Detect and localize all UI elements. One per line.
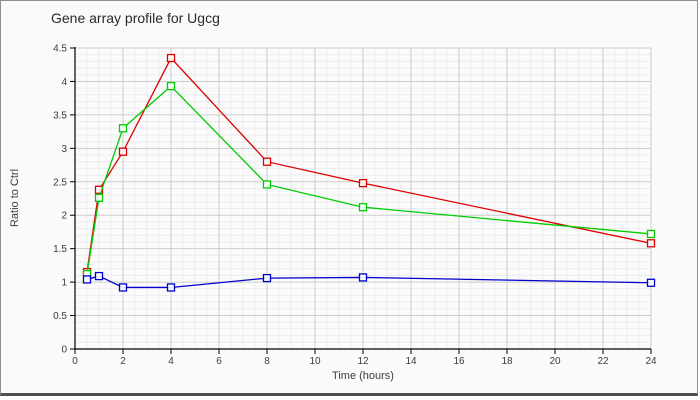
x-tick-label: 12 xyxy=(357,356,369,367)
x-tick-label: 10 xyxy=(309,356,321,367)
blue-series-marker xyxy=(82,275,92,284)
green-series-marker xyxy=(646,229,656,239)
blue-series-marker xyxy=(166,283,176,292)
x-tick-label: 22 xyxy=(597,356,609,367)
x-tick-label: 8 xyxy=(264,356,270,367)
green-series-marker xyxy=(166,81,176,91)
y-tick-label: 1 xyxy=(61,278,67,289)
y-tick-label: 0.5 xyxy=(53,311,67,322)
red-series-marker xyxy=(262,157,272,166)
x-tick-label: 0 xyxy=(72,356,78,367)
plot-layers: 0 2 4 6 8 10 12 14 16 18 20 22 2400.511.522.533.544.… xyxy=(53,44,657,368)
blue-series-marker xyxy=(262,273,272,283)
red-series-marker xyxy=(94,185,104,194)
y-tick-label: 1.5 xyxy=(53,244,67,255)
x-tick-label: 16 xyxy=(453,356,465,367)
red-series-marker xyxy=(646,239,656,248)
y-tick-label: 3 xyxy=(61,144,67,155)
x-tick-label: 24 xyxy=(645,356,657,367)
red-series-marker xyxy=(166,53,176,63)
chart-title: Gene array profile for Ugcg xyxy=(51,10,220,26)
y-tick-label: 2 xyxy=(61,211,67,222)
x-tick-label: 6 xyxy=(216,356,222,367)
red-series-marker xyxy=(118,147,128,156)
x-tick-label: 14 xyxy=(405,356,417,367)
green-series-marker xyxy=(94,193,104,202)
axes: 0 2 4 6 8 10 12 14 16 18 20 22 2400.511.522.533.544.… xyxy=(53,44,657,368)
green-series-marker xyxy=(118,124,128,133)
y-axis-label: Ratio to Ctrl xyxy=(9,169,21,227)
x-tick-label: 20 xyxy=(549,356,561,367)
plot-svg: 0 2 4 6 8 10 12 14 16 18 20 22 2400.511.522.533.544.… xyxy=(9,44,657,383)
y-tick-label: 3.5 xyxy=(53,110,67,121)
green-series-marker xyxy=(262,180,272,189)
blue-series-marker xyxy=(358,273,368,282)
blue-series-marker xyxy=(646,278,656,287)
x-tick-label: 4 xyxy=(168,356,174,367)
blue-series-marker xyxy=(94,271,104,281)
y-tick-label: 2.5 xyxy=(53,177,67,188)
x-tick-label: 2 xyxy=(120,356,126,367)
x-axis-label: Time (hours) xyxy=(332,370,394,382)
y-tick-label: 4 xyxy=(61,77,67,88)
y-tick-label: 0 xyxy=(61,345,67,356)
blue-series-marker xyxy=(118,283,128,292)
blue-series-markers xyxy=(82,271,656,292)
y-tick-label: 4.5 xyxy=(53,44,67,55)
x-tick-label: 18 xyxy=(501,356,513,367)
green-series-markers xyxy=(82,81,656,279)
red-series-marker xyxy=(358,178,368,188)
green-series-marker xyxy=(358,203,368,212)
